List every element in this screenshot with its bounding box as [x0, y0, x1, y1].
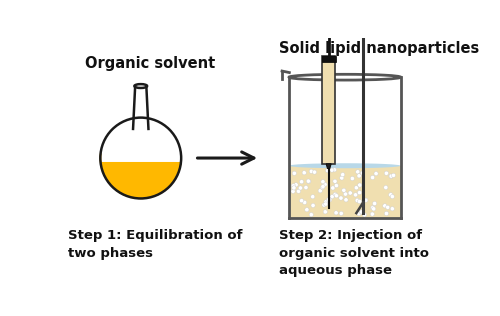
Circle shape: [323, 210, 328, 214]
Circle shape: [330, 168, 334, 172]
Circle shape: [305, 208, 309, 212]
Circle shape: [302, 171, 306, 175]
Circle shape: [344, 192, 347, 196]
Circle shape: [358, 183, 362, 187]
Circle shape: [333, 179, 337, 183]
Circle shape: [355, 198, 360, 203]
Ellipse shape: [289, 74, 401, 80]
Bar: [322, 56, 335, 164]
Circle shape: [360, 210, 364, 214]
Circle shape: [294, 183, 298, 187]
Circle shape: [354, 186, 358, 190]
Polygon shape: [133, 86, 148, 129]
Circle shape: [324, 200, 328, 204]
Circle shape: [390, 194, 394, 199]
Ellipse shape: [289, 163, 401, 168]
Circle shape: [340, 173, 345, 177]
Circle shape: [331, 186, 335, 190]
Circle shape: [320, 185, 324, 190]
Circle shape: [370, 212, 374, 216]
Circle shape: [312, 170, 316, 174]
Text: Step 2: Injection of
organic solvent into
aqueous phase: Step 2: Injection of organic solvent int…: [280, 229, 430, 277]
Circle shape: [292, 184, 296, 188]
Circle shape: [326, 168, 330, 173]
Circle shape: [382, 204, 387, 208]
Circle shape: [374, 172, 378, 176]
Circle shape: [384, 185, 388, 190]
Ellipse shape: [134, 84, 147, 88]
Circle shape: [358, 191, 362, 195]
Polygon shape: [326, 164, 331, 168]
Circle shape: [356, 170, 360, 174]
Circle shape: [390, 207, 394, 211]
Circle shape: [328, 198, 332, 202]
Circle shape: [292, 171, 296, 175]
Circle shape: [339, 211, 344, 216]
Circle shape: [389, 174, 394, 178]
Circle shape: [372, 207, 376, 211]
Circle shape: [348, 191, 352, 195]
Circle shape: [333, 192, 337, 197]
Circle shape: [306, 179, 311, 184]
Circle shape: [309, 169, 314, 173]
Circle shape: [392, 173, 396, 178]
Circle shape: [302, 200, 307, 204]
Circle shape: [321, 179, 325, 184]
Circle shape: [364, 198, 368, 202]
Text: Organic solvent: Organic solvent: [85, 56, 215, 71]
Circle shape: [306, 179, 310, 183]
Circle shape: [357, 174, 361, 178]
Circle shape: [386, 205, 390, 210]
Circle shape: [384, 171, 388, 175]
Circle shape: [292, 186, 296, 190]
Circle shape: [311, 203, 315, 208]
Circle shape: [370, 206, 375, 210]
Circle shape: [360, 171, 364, 175]
Circle shape: [342, 188, 346, 192]
Circle shape: [296, 189, 300, 193]
Circle shape: [334, 184, 338, 188]
Circle shape: [362, 213, 366, 217]
Bar: [289, 166, 401, 218]
Bar: [322, 56, 336, 62]
Circle shape: [298, 186, 302, 190]
Text: Solid lipid nanoparticles: Solid lipid nanoparticles: [280, 41, 479, 56]
Circle shape: [340, 176, 344, 180]
Circle shape: [370, 175, 374, 180]
Circle shape: [321, 185, 325, 189]
Circle shape: [332, 168, 336, 172]
Circle shape: [388, 193, 393, 197]
Circle shape: [310, 195, 315, 199]
Circle shape: [357, 212, 361, 216]
Circle shape: [354, 193, 358, 197]
Circle shape: [326, 197, 331, 202]
Circle shape: [389, 174, 393, 179]
Circle shape: [309, 213, 314, 217]
Circle shape: [304, 185, 308, 190]
Text: Step 1: Equilibration of
two phases: Step 1: Equilibration of two phases: [68, 229, 242, 260]
Circle shape: [372, 201, 376, 206]
Circle shape: [339, 196, 343, 200]
Circle shape: [330, 195, 334, 199]
Circle shape: [344, 198, 348, 202]
Circle shape: [300, 198, 304, 203]
Circle shape: [384, 211, 388, 216]
Circle shape: [318, 189, 322, 193]
Circle shape: [291, 189, 295, 193]
Circle shape: [324, 202, 328, 206]
Polygon shape: [100, 154, 181, 198]
Circle shape: [350, 176, 354, 181]
Circle shape: [323, 182, 327, 187]
Circle shape: [358, 199, 362, 204]
Circle shape: [322, 203, 326, 207]
Circle shape: [334, 211, 338, 215]
Circle shape: [334, 194, 338, 198]
Circle shape: [300, 179, 304, 184]
